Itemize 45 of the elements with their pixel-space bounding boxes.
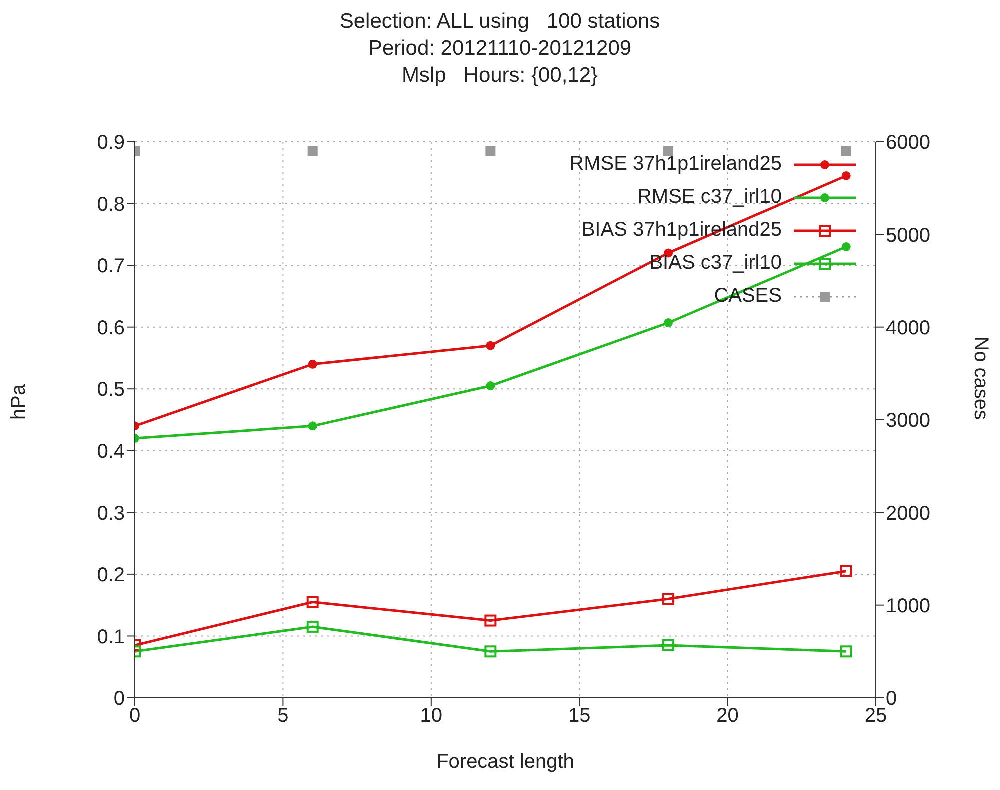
point [662, 593, 675, 606]
x-tick-label: 15 [568, 705, 591, 728]
point [664, 318, 674, 328]
legend-label: BIAS c37_irl10 [650, 251, 782, 276]
y-tick-label: 0.8 [97, 194, 125, 216]
y-tick-label: 0.6 [97, 317, 125, 340]
legend-label: RMSE c37_irl10 [637, 185, 782, 210]
x-tick-label: 0 [129, 705, 141, 728]
legend-label: RMSE 37h1p1ireland25 [570, 152, 782, 177]
chart-title: Selection: ALL using 100 stations Period: 20121110-20121209 Mslp Hours: {00,12} [338, 9, 662, 89]
point [486, 382, 496, 391]
point [662, 639, 675, 652]
point [484, 614, 497, 627]
point [840, 646, 852, 658]
point [308, 422, 318, 431]
y2-tick-label: 6000 [886, 132, 930, 154]
y2-tick-label: 3000 [886, 410, 930, 432]
y-tick-label: 0.1 [97, 626, 125, 648]
y2-axis-title: No cases [970, 336, 992, 420]
point [306, 620, 319, 633]
point [306, 596, 319, 608]
x-tick-label: 5 [278, 705, 289, 728]
y2-tick-label: 1000 [886, 595, 930, 618]
x-tick-label: 20 [716, 705, 739, 728]
y2-tick-label: 4000 [886, 317, 930, 340]
x-tick-label: 10 [420, 705, 443, 728]
point [308, 360, 318, 369]
point [840, 565, 852, 578]
point [842, 242, 851, 252]
x-tick-label: 25 [864, 705, 888, 728]
y2-tick-label: 0 [886, 688, 898, 710]
y-tick-label: 0 [114, 688, 125, 710]
x-axis-title: Forecast length [436, 751, 574, 773]
y-tick-label: 0.9 [97, 132, 125, 154]
y-tick-label: 0.7 [97, 256, 125, 278]
y-tick-label: 0.4 [97, 440, 125, 463]
y-axis-title: hPa [8, 384, 30, 420]
point [486, 341, 496, 350]
point [484, 646, 497, 658]
y-tick-label: 0.2 [97, 564, 125, 587]
point [842, 171, 851, 180]
y-tick-label: 0.3 [97, 502, 125, 525]
y2-tick-label: 2000 [886, 502, 930, 525]
y2-tick-label: 5000 [886, 224, 930, 247]
y-tick-label: 0.5 [97, 379, 125, 402]
